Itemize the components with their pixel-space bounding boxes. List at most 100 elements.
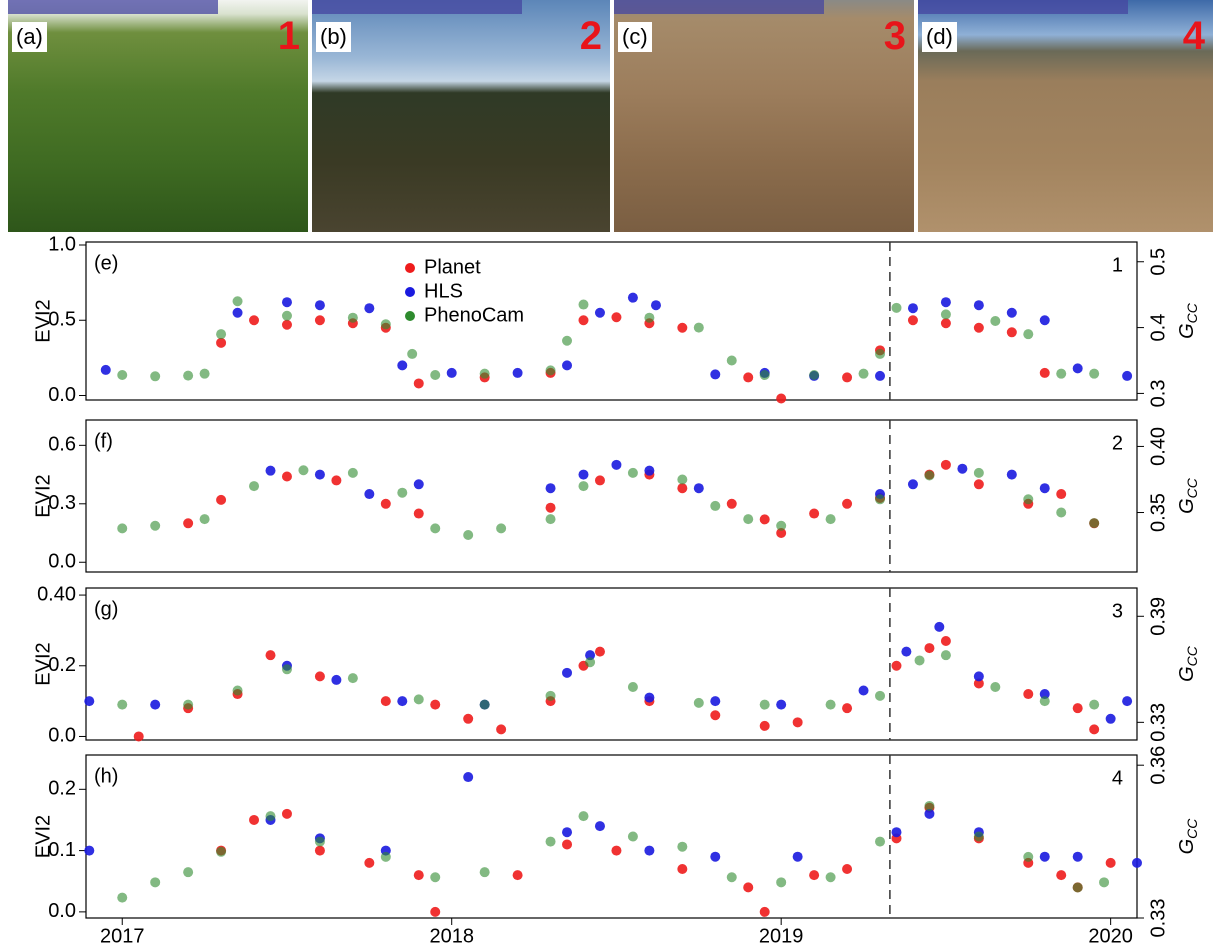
point <box>627 831 638 842</box>
point <box>693 322 704 333</box>
y2-tick-label: 0.35 <box>1147 493 1169 532</box>
y2-axis-label: GCC <box>1176 818 1199 855</box>
y-axis-label: EVI2 <box>32 474 54 517</box>
point <box>710 696 721 707</box>
point <box>232 685 243 696</box>
point <box>627 467 638 478</box>
point <box>397 360 408 371</box>
point <box>430 699 441 710</box>
point <box>842 863 853 874</box>
photo-conifer: (b) 2 <box>312 0 610 232</box>
point <box>407 348 418 359</box>
x-tick-label: 2020 <box>1088 925 1133 943</box>
legend-swatch <box>405 311 415 321</box>
point <box>726 498 737 509</box>
y-tick-label: 0.5 <box>48 309 76 331</box>
point <box>562 360 573 371</box>
point <box>759 720 770 731</box>
point <box>413 378 424 389</box>
photo-forest: (a) 1 <box>8 0 308 232</box>
plot-frame <box>85 587 1138 741</box>
y-axis-label: EVI2 <box>32 642 54 685</box>
point <box>281 310 292 321</box>
point <box>1006 307 1017 318</box>
photo-number: 1 <box>277 14 300 58</box>
point <box>585 657 596 668</box>
y2-axis-label-main: G <box>1176 839 1198 855</box>
point <box>809 870 820 881</box>
point <box>249 315 260 326</box>
x-tick-label: 2018 <box>429 925 474 943</box>
point <box>726 355 737 366</box>
point <box>463 529 474 540</box>
y2-axis-label-sub: CC <box>1184 477 1200 498</box>
point <box>940 650 951 661</box>
point <box>183 370 194 381</box>
photo-label: (d) <box>922 22 957 52</box>
point <box>364 303 375 314</box>
y-axis-label: EVI2 <box>32 815 54 858</box>
point <box>1105 857 1116 868</box>
point <box>907 303 918 314</box>
point <box>842 703 853 714</box>
point <box>891 302 902 313</box>
point <box>413 479 424 490</box>
point <box>1039 483 1050 494</box>
y-tick-label: 0.0 <box>48 900 76 922</box>
point <box>183 867 194 878</box>
point <box>677 863 688 874</box>
point <box>611 312 622 323</box>
y2-axis-label: GCC <box>1176 645 1199 682</box>
point <box>347 467 358 478</box>
legend-swatch <box>405 263 415 273</box>
photo-label: (c) <box>618 22 652 52</box>
point <box>1056 368 1067 379</box>
point <box>314 315 325 326</box>
point <box>973 671 984 682</box>
y2-axis-label: GCC <box>1176 302 1199 339</box>
point <box>347 312 358 323</box>
point <box>627 681 638 692</box>
point <box>875 494 886 505</box>
point <box>710 500 721 511</box>
point <box>281 319 292 330</box>
point <box>545 502 556 513</box>
point <box>973 831 984 842</box>
photo-label: (b) <box>316 22 351 52</box>
point <box>901 646 912 657</box>
point <box>891 660 902 671</box>
point <box>875 348 886 359</box>
y2-axis-label-main: G <box>1176 323 1198 339</box>
point <box>150 877 161 888</box>
photo-number: 4 <box>1182 14 1205 58</box>
point <box>644 692 655 703</box>
point <box>1023 494 1034 505</box>
point <box>594 646 605 657</box>
point <box>578 315 589 326</box>
point <box>594 821 605 832</box>
point <box>1039 851 1050 862</box>
panel-label: (f) <box>94 430 113 452</box>
point <box>759 514 770 525</box>
point <box>1072 363 1083 374</box>
point <box>907 315 918 326</box>
point <box>611 459 622 470</box>
point <box>1039 367 1050 378</box>
point <box>973 479 984 490</box>
point <box>100 364 111 375</box>
point <box>117 369 128 380</box>
point <box>1105 713 1116 724</box>
y-tick-label: 0.2 <box>48 778 76 800</box>
point <box>1122 370 1133 381</box>
point <box>314 300 325 311</box>
y2-tick-label: 0.33 <box>1147 703 1169 742</box>
point <box>792 717 803 728</box>
point <box>314 845 325 856</box>
point <box>216 494 227 505</box>
point <box>825 514 836 525</box>
point <box>907 479 918 490</box>
point <box>496 523 507 534</box>
point <box>545 514 556 525</box>
y2-tick-label: 0.3 <box>1147 380 1169 408</box>
point <box>512 367 523 378</box>
